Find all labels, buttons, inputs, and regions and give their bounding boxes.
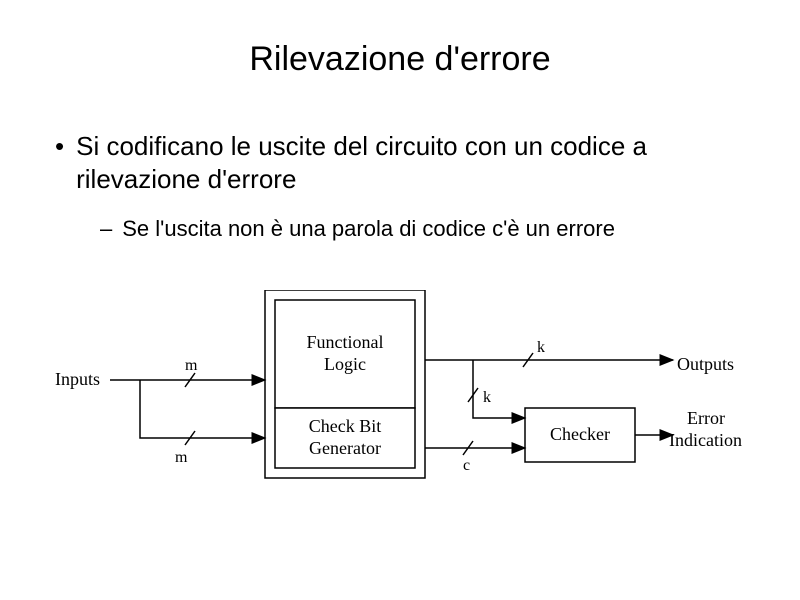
bullet-text-2: Se l'uscita non è una parola di codice c…	[122, 215, 615, 243]
bus-label-c: c	[463, 457, 470, 474]
check-gen-label-2: Generator	[309, 438, 381, 458]
bus-label-m2: m	[175, 449, 188, 466]
outputs-label: Outputs	[677, 354, 734, 374]
bullet-text-1: Si codificano le uscite del circuito con…	[76, 130, 740, 195]
bullet-dash-icon: –	[100, 215, 112, 243]
error-label-1: Error	[687, 408, 725, 428]
functional-logic-label-1: Functional	[307, 332, 384, 352]
bus-label-k2: k	[483, 389, 491, 406]
slide: Rilevazione d'errore • Si codificano le …	[0, 0, 800, 600]
bullet-dot-icon: •	[55, 130, 64, 195]
bullet-level1: • Si codificano le uscite del circuito c…	[55, 130, 740, 195]
error-label-2: Indication	[669, 430, 742, 450]
block-diagram: Functional Logic Check Bit Generator Che…	[55, 290, 745, 500]
checker-label: Checker	[550, 424, 610, 444]
bus-label-m1: m	[185, 357, 198, 374]
bullet-level2: – Se l'uscita non è una parola di codice…	[100, 215, 740, 243]
slide-title: Rilevazione d'errore	[0, 40, 800, 79]
inputs-label: Inputs	[55, 369, 100, 389]
bus-label-k1: k	[537, 339, 545, 356]
functional-logic-label-2: Logic	[324, 354, 366, 374]
check-gen-label-1: Check Bit	[309, 416, 382, 436]
wire-k-checker	[473, 360, 525, 418]
wire-inputs-checkgen	[140, 380, 265, 438]
